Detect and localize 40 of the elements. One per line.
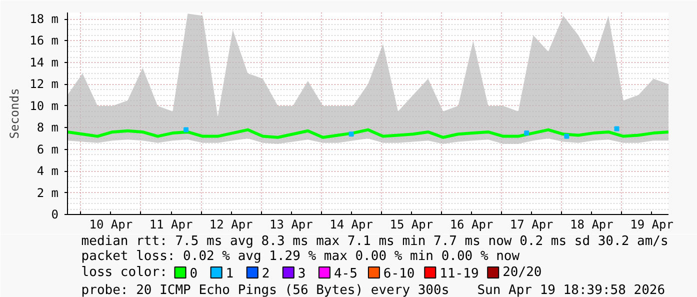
x-tick-label: 15 Apr	[390, 218, 434, 232]
x-tick-label: 19 Apr	[630, 218, 674, 232]
y-tick-label: 18 m	[30, 12, 59, 26]
text: median rtt: 7.5 ms avg 8.3 ms max 7.1 ms min 7.7 ms now 0.2 ms sd 30.2 am/s	[81, 234, 668, 249]
x-tick-label: 13 Apr	[270, 218, 313, 232]
legend-label: 4-5	[334, 266, 358, 282]
y-tick-label: 2 m	[36, 186, 59, 200]
point	[614, 126, 620, 132]
legend-label: 1	[226, 266, 234, 282]
x-tick-label: 18 Apr	[570, 218, 614, 232]
y-tick-label: 10 m	[30, 98, 59, 113]
x-tick-label: 10 Apr	[89, 218, 133, 232]
point	[348, 132, 354, 137]
y-tick-label: 14 m	[30, 55, 59, 70]
y-axis-title: Seconds	[8, 88, 22, 139]
legend-label: 0	[190, 266, 198, 282]
legend-title: loss color:	[81, 265, 168, 280]
line-series	[68, 128, 668, 139]
y-tick-label: 0	[51, 208, 59, 222]
text: packet loss: 0.02 % avg 1.29 % max 0.00 % min 0.00 % now	[81, 249, 520, 264]
legend-label: 2	[262, 266, 270, 282]
x-tick-label: 14 Apr	[330, 218, 373, 232]
text: probe: 20 ICMP Echo Pings (56 Bytes) every 300s	[81, 283, 450, 297]
point	[564, 134, 570, 139]
x-tick-label: 11 Apr	[149, 218, 193, 232]
y-tick-label: 6 m	[36, 142, 59, 156]
legend-label: 6-10	[383, 266, 415, 282]
text: Sun Apr 19 18:39:58 2026	[477, 283, 666, 297]
legend-label: 20/20	[502, 265, 542, 280]
y-tick-label: 16 m	[30, 34, 59, 48]
y-tick-label: 4 m	[36, 164, 59, 178]
point	[524, 130, 530, 136]
legend-label: 11-19	[440, 266, 479, 282]
x-tick-label: 12 Apr	[209, 218, 253, 232]
x-tick-label: 17 Apr	[510, 218, 554, 232]
legend-label: 3	[298, 266, 306, 282]
point	[184, 127, 189, 132]
y-tick-label: 8 m	[36, 120, 59, 135]
x-tick-label: 16 Apr	[450, 218, 494, 232]
y-tick-label: 12 m	[30, 77, 59, 92]
